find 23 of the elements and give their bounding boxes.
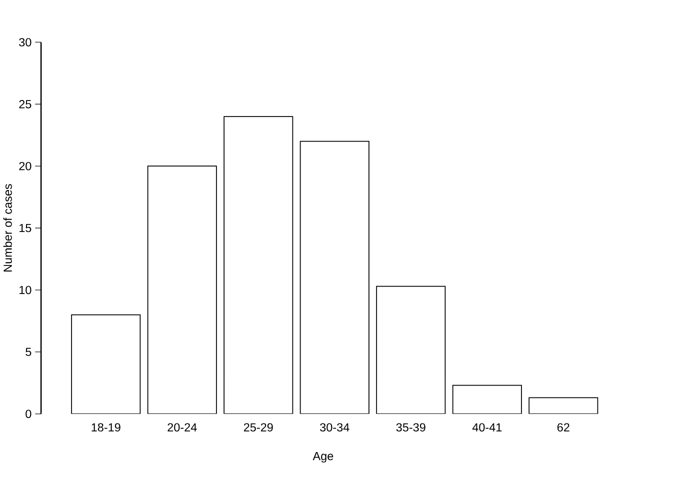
bar: [376, 286, 446, 414]
bar: [147, 166, 217, 414]
x-tick-label: 35-39: [396, 423, 426, 432]
x-tick-label: 18-19: [92, 423, 120, 432]
bar: [71, 314, 141, 414]
bar: [300, 141, 370, 414]
bar: [528, 397, 598, 414]
x-tick-label: 30-34: [320, 423, 350, 432]
y-tick-label: 0: [26, 410, 32, 418]
bar: [224, 116, 294, 414]
x-tick-label: 20-24: [168, 423, 197, 432]
y-tick-label: 20: [19, 162, 32, 170]
y-tick-label: 30: [19, 38, 32, 47]
x-tick-label: 40-41: [472, 423, 502, 432]
y-tick-label: 15: [20, 224, 32, 232]
bar: [452, 385, 522, 414]
y-tick-label: 5: [26, 348, 32, 356]
x-axis-title: Age: [312, 452, 334, 463]
x-tick-label: 62: [557, 423, 570, 432]
y-tick-label: 25: [19, 100, 32, 109]
y-axis-title: Number of cases: [3, 184, 12, 272]
y-tick-label: 10: [20, 286, 32, 294]
x-tick-label: 25-29: [244, 423, 273, 432]
